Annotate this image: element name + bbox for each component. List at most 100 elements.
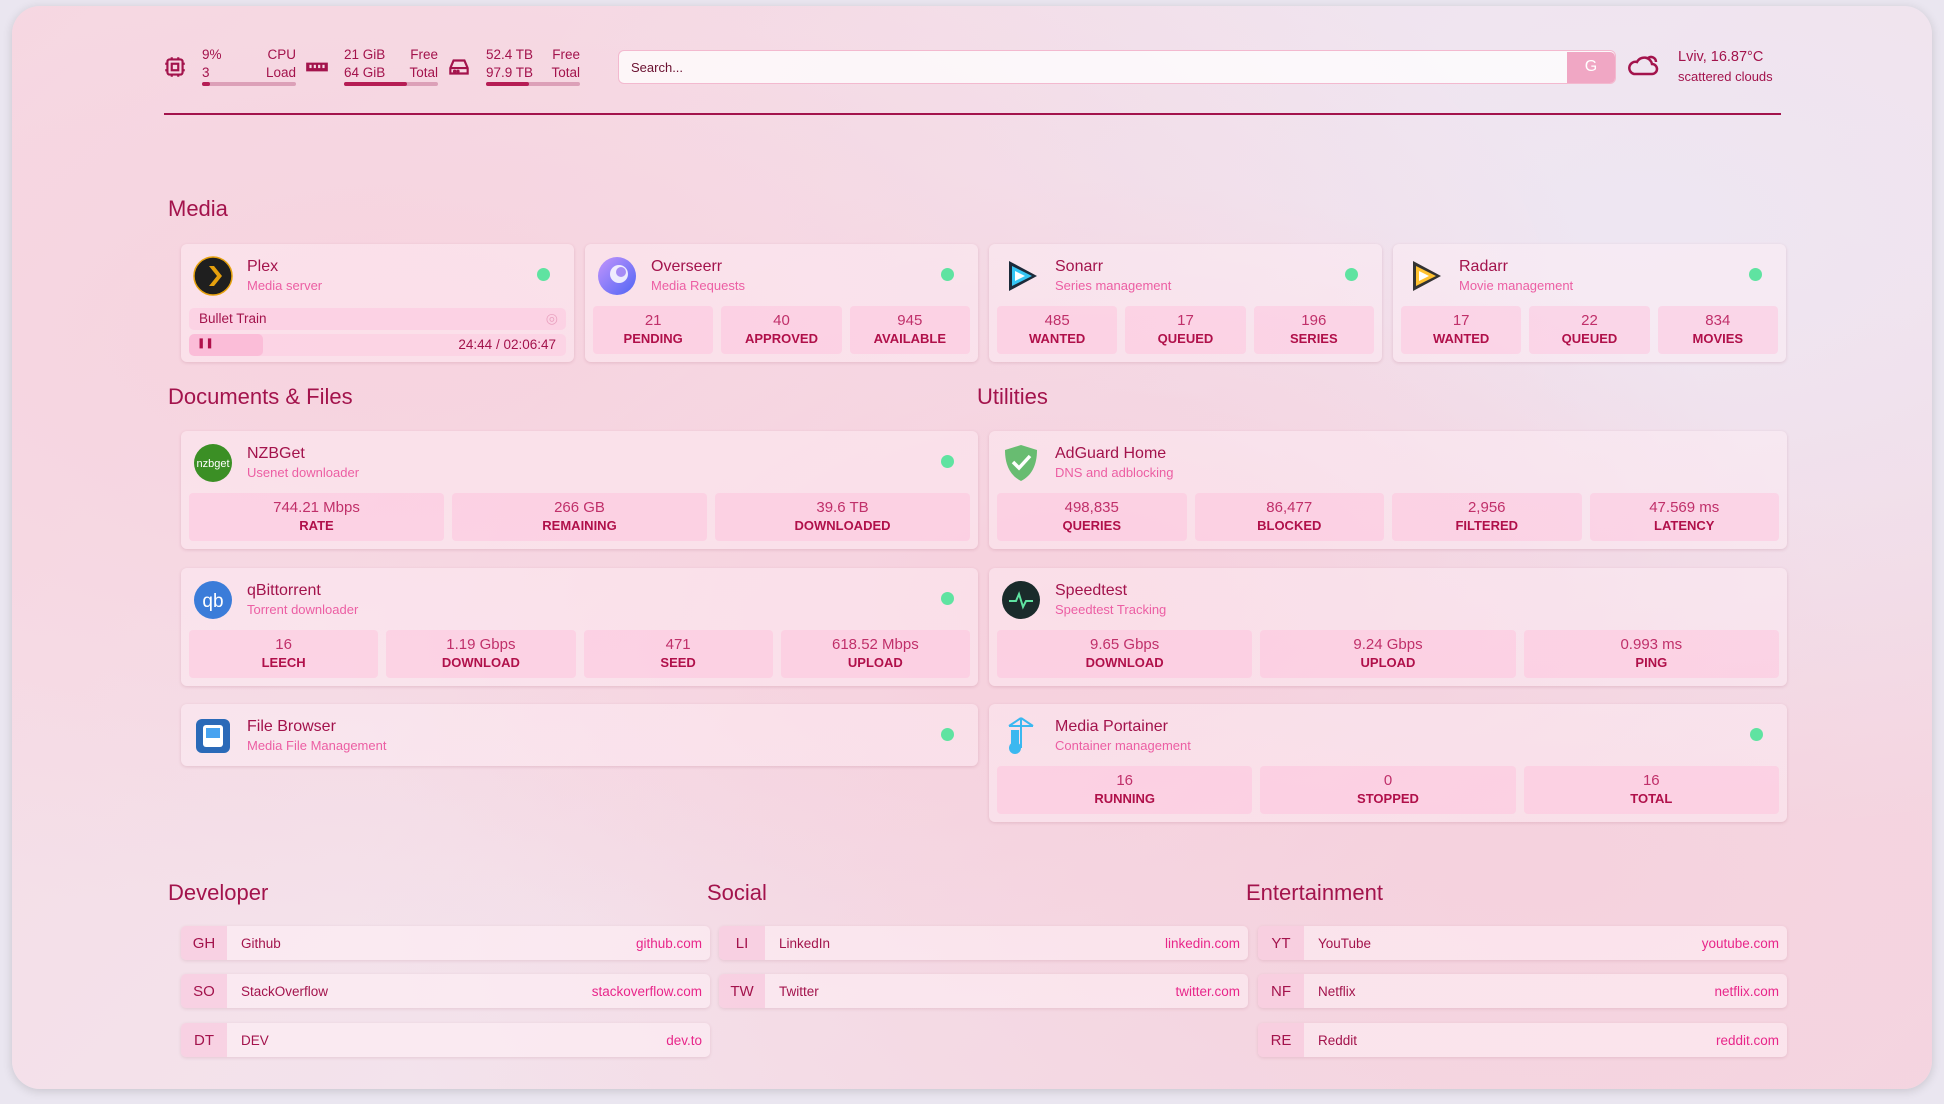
stat-block: 498,835 QUERIES bbox=[997, 493, 1187, 541]
service-card-adguard[interactable]: AdGuard Home DNS and adblocking 498,835 QUE… bbox=[989, 431, 1787, 549]
stat-label: QUEUED bbox=[1157, 331, 1214, 346]
bookmark-abbreviation: RE bbox=[1258, 1023, 1304, 1057]
service-description: DNS and adblocking bbox=[1055, 465, 1174, 480]
dashboard: 9% CPU 3 Load 21 GiB Free 64 GiB Total 5… bbox=[12, 6, 1932, 1089]
stat-value: 196 bbox=[1301, 312, 1327, 329]
memory-widget: 21 GiB Free 64 GiB Total bbox=[304, 46, 438, 86]
stat-label: STOPPED bbox=[1357, 791, 1419, 806]
file-browser-icon bbox=[196, 719, 230, 753]
service-card-speedtest[interactable]: Speedtest Speedtest Tracking 9.65 Gbps DOWN… bbox=[989, 568, 1787, 686]
bookmark-youtube[interactable]: YT YouTube youtube.com bbox=[1258, 926, 1787, 960]
service-name[interactable]: File Browser bbox=[247, 718, 336, 735]
service-name[interactable]: Speedtest bbox=[1055, 582, 1128, 599]
bookmark-github[interactable]: GH Github github.com bbox=[181, 926, 710, 960]
stat-value: 40 bbox=[773, 312, 790, 329]
service-name[interactable]: AdGuard Home bbox=[1055, 445, 1167, 462]
disk-free-value: 52.4 TB bbox=[486, 47, 534, 62]
service-name[interactable]: Plex bbox=[247, 258, 279, 275]
stat-block: 22 QUEUED bbox=[1529, 306, 1650, 354]
stat-block: 9.24 Gbps UPLOAD bbox=[1260, 630, 1516, 678]
now-playing-title-row: Bullet Train ◎ bbox=[189, 308, 566, 330]
stat-value: 47.569 ms bbox=[1649, 499, 1720, 516]
stat-value: 17 bbox=[1452, 312, 1470, 329]
stat-value: 9.65 Gbps bbox=[1090, 636, 1160, 653]
stat-label: SERIES bbox=[1289, 331, 1338, 346]
service-name[interactable]: Overseerr bbox=[651, 258, 723, 275]
disk-usage-bar bbox=[486, 82, 580, 86]
qbittorrent-icon: qb bbox=[194, 581, 232, 619]
card-text: Speedtest Speedtest Tracking bbox=[1055, 581, 1166, 619]
media-info-icon[interactable]: ◎ bbox=[545, 310, 558, 326]
service-card-portainer[interactable]: Media Portainer Container management 16 RUN… bbox=[989, 704, 1787, 822]
service-name[interactable]: Radarr bbox=[1459, 258, 1508, 275]
bookmark-stackoverflow[interactable]: SO StackOverflow stackoverflow.com bbox=[181, 974, 710, 1008]
bookmark-reddit[interactable]: RE Reddit reddit.com bbox=[1258, 1023, 1787, 1057]
service-description: Torrent downloader bbox=[247, 602, 359, 617]
bookmark-dev[interactable]: DT DEV dev.to bbox=[181, 1023, 710, 1057]
playback-progress-row: ❚❚ 24:44 / 02:06:47 bbox=[189, 334, 566, 356]
bookmark-linkedin[interactable]: LI LinkedIn linkedin.com bbox=[719, 926, 1248, 960]
stat-label: PING bbox=[1635, 655, 1668, 670]
section-title-developer: Developer bbox=[168, 880, 269, 905]
service-description: Media server bbox=[247, 278, 323, 293]
cpu-icon bbox=[165, 57, 185, 77]
bookmark-abbreviation: LI bbox=[719, 926, 765, 960]
service-card-sonarr[interactable]: Sonarr Series management 485 WANTED 17 QUEUED… bbox=[989, 244, 1382, 362]
bookmark-abbreviation: GH bbox=[181, 926, 227, 960]
pause-icon[interactable]: ❚❚ bbox=[197, 338, 214, 349]
stat-label: WANTED bbox=[1028, 331, 1086, 346]
now-playing-title: Bullet Train bbox=[199, 311, 267, 326]
overseerr-icon bbox=[598, 257, 636, 295]
disk-total-label: Total bbox=[551, 65, 580, 80]
bookmark-netflix[interactable]: NF Netflix netflix.com bbox=[1258, 974, 1787, 1008]
search-input[interactable] bbox=[619, 59, 1567, 75]
bookmark-twitter[interactable]: TW Twitter twitter.com bbox=[719, 974, 1248, 1008]
stat-block: 744.21 Mbps RATE bbox=[189, 493, 444, 541]
service-name[interactable]: qBittorrent bbox=[247, 582, 321, 599]
svg-text:nzbget: nzbget bbox=[196, 458, 229, 470]
stat-label: REMAINING bbox=[542, 518, 617, 533]
stat-block: 86,477 BLOCKED bbox=[1194, 493, 1384, 541]
service-card-radarr[interactable]: Radarr Movie management 17 WANTED 22 QUEUED 83… bbox=[1393, 244, 1786, 362]
nzbget-icon: nzbget bbox=[194, 444, 232, 482]
plex-icon bbox=[193, 256, 233, 296]
stat-value: 17 bbox=[1177, 312, 1194, 329]
stat-value: 16 bbox=[1642, 772, 1660, 789]
card-text: qBittorrent Torrent downloader bbox=[247, 581, 358, 619]
bookmark-name: Reddit bbox=[1318, 1032, 1358, 1048]
playback-progress-fill bbox=[189, 334, 263, 356]
status-online-indicator bbox=[1750, 728, 1763, 741]
bookmark-abbreviation: DT bbox=[181, 1023, 227, 1057]
stat-label: QUERIES bbox=[1062, 518, 1121, 533]
stat-block: 21 PENDING bbox=[593, 306, 714, 354]
service-name[interactable]: Media Portainer bbox=[1055, 718, 1168, 735]
cpu-widget: 9% CPU 3 Load bbox=[162, 46, 296, 86]
service-name[interactable]: Sonarr bbox=[1055, 258, 1104, 275]
service-card-plex[interactable]: Plex Media server Bullet Train ◎ ❚❚ 24:44 / 0… bbox=[181, 244, 574, 362]
stat-label: UPLOAD bbox=[847, 655, 903, 670]
service-card-qbittorrent[interactable]: qb qBittorrent Torrent downloader 16 LEECH 1.… bbox=[181, 568, 978, 686]
stat-block: 196 SERIES bbox=[1253, 306, 1374, 354]
card-text: Sonarr Series management bbox=[1055, 257, 1171, 295]
stat-label: SEED bbox=[660, 655, 696, 670]
service-card-nzbget[interactable]: nzbget NZBGet Usenet downloader 744.21 Mbps… bbox=[181, 431, 978, 549]
service-description: Series management bbox=[1055, 278, 1172, 293]
service-card-filebrowser[interactable]: File Browser Media File Management bbox=[181, 704, 978, 766]
bookmark-url: netflix.com bbox=[1714, 983, 1779, 999]
bookmark-name: Twitter bbox=[779, 983, 819, 999]
stat-label: LATENCY bbox=[1654, 518, 1715, 533]
stat-label: DOWNLOAD bbox=[441, 655, 520, 670]
card-text: NZBGet Usenet downloader bbox=[247, 444, 359, 482]
memory-icon bbox=[306, 62, 328, 72]
stat-block: 0.993 ms PING bbox=[1523, 630, 1779, 678]
weather-widget: Lviv, 16.87°C scattered clouds bbox=[1678, 48, 1773, 86]
bookmark-url: dev.to bbox=[666, 1032, 702, 1048]
search-provider-button[interactable]: G bbox=[1567, 51, 1615, 83]
service-name[interactable]: NZBGet bbox=[247, 445, 305, 462]
service-card-overseerr[interactable]: Overseerr Media Requests 21 PENDING 40 APPROV… bbox=[585, 244, 978, 362]
card-header: AdGuard Home DNS and adblocking bbox=[1001, 443, 1174, 483]
cpu-label: CPU bbox=[267, 47, 296, 62]
bookmark-name: Netflix bbox=[1318, 983, 1356, 999]
stat-block: 16 RUNNING bbox=[997, 766, 1253, 814]
bookmark-abbreviation: TW bbox=[719, 974, 765, 1008]
